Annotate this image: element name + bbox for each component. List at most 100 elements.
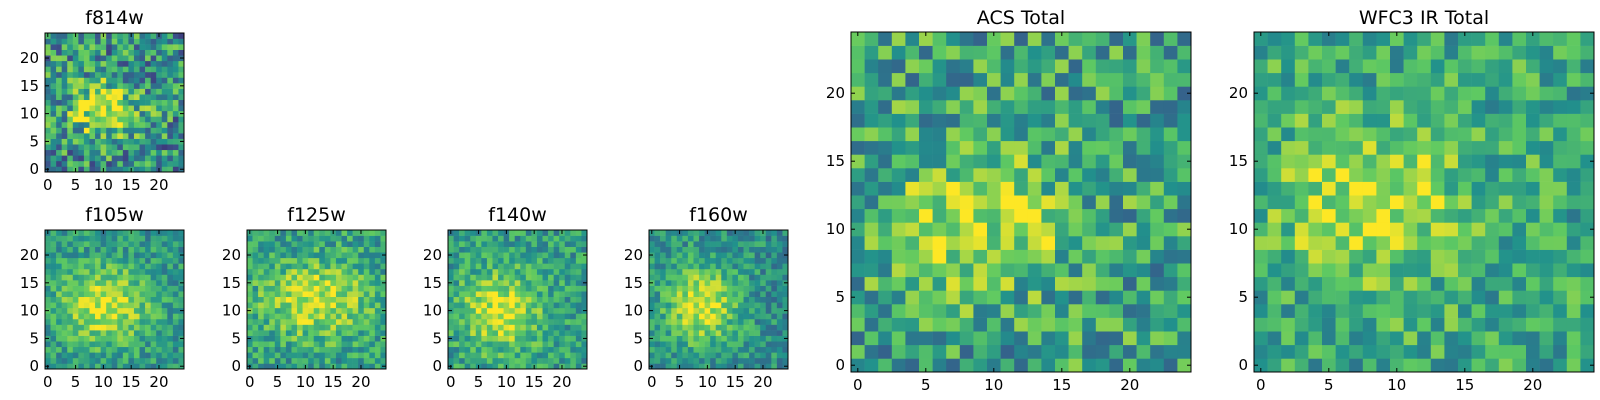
heatmap-cell: [1376, 168, 1391, 182]
heatmap-cell: [1390, 72, 1404, 87]
heatmap-cell: [291, 352, 298, 359]
heatmap-cell: [83, 257, 90, 264]
heatmap-cell: [1000, 358, 1015, 373]
heatmap-cell: [520, 241, 527, 247]
heatmap-cell: [280, 291, 287, 298]
heatmap-cell: [83, 60, 90, 67]
heatmap-cell: [776, 235, 783, 242]
heatmap-cell: [178, 257, 185, 264]
heatmap-cell: [498, 341, 504, 348]
y-tick-label: 5: [835, 288, 845, 306]
heatmap-cell: [715, 235, 722, 242]
heatmap-cell: [1390, 304, 1404, 318]
heatmap-cell: [851, 32, 865, 46]
heatmap-cell: [172, 66, 179, 73]
heatmap-cell: [302, 346, 309, 353]
heatmap-cell: [1322, 113, 1336, 128]
y-tick-label: 5: [29, 329, 39, 347]
heatmap-cell: [1471, 86, 1486, 101]
heatmap-cell: [721, 302, 728, 309]
x-tick-label: 5: [474, 373, 484, 391]
heatmap-cell: [765, 357, 772, 364]
heatmap-cell: [133, 138, 140, 145]
heatmap-cell: [111, 33, 118, 39]
heatmap-cell: [1068, 263, 1083, 278]
heatmap-cell: [139, 241, 146, 247]
heatmap-cell: [699, 318, 705, 325]
heatmap-cell: [1254, 276, 1268, 291]
heatmap-cell: [145, 133, 151, 139]
heatmap-cell: [45, 99, 51, 106]
heatmap-cell: [89, 49, 96, 56]
heatmap-cell: [693, 352, 700, 359]
heatmap-cell: [89, 296, 96, 303]
heatmap-cell: [117, 116, 124, 123]
heatmap-cell: [1390, 276, 1404, 291]
heatmap-cell: [128, 99, 135, 106]
heatmap-cell: [946, 317, 961, 332]
heatmap-cell: [575, 318, 582, 325]
heatmap-cell: [687, 291, 694, 298]
heatmap-cell: [732, 318, 739, 325]
heatmap-cell: [542, 291, 549, 298]
heatmap-cell: [1566, 358, 1581, 373]
heatmap-cell: [128, 121, 135, 128]
heatmap-cell: [676, 318, 683, 325]
heatmap-cell: [161, 274, 168, 281]
heatmap-cell: [1349, 249, 1364, 264]
heatmap-cell: [498, 313, 504, 320]
heatmap-cell: [486, 280, 493, 286]
heatmap-cell: [1362, 86, 1377, 101]
heatmap-cell: [1376, 304, 1391, 318]
heatmap-cell: [514, 291, 521, 298]
heatmap-cell: [67, 144, 74, 151]
heatmap-cell: [699, 263, 705, 270]
heatmap-cell: [133, 99, 140, 106]
heatmap-cell: [89, 335, 96, 342]
heatmap-cell: [459, 313, 465, 320]
heatmap-cell: [1082, 263, 1097, 278]
heatmap-cell: [167, 49, 174, 56]
heatmap-cell: [117, 110, 124, 117]
heatmap-cell: [1498, 32, 1513, 46]
heatmap-cell: [302, 324, 309, 331]
heatmap-cell: [161, 88, 168, 95]
heatmap-cell: [128, 155, 135, 162]
heatmap-cell: [1498, 72, 1513, 87]
heatmap-cell: [776, 241, 783, 247]
heatmap-cell: [693, 307, 700, 314]
heatmap-cell: [83, 335, 90, 342]
heatmap-cell: [754, 268, 761, 275]
heatmap-cell: [1254, 222, 1268, 237]
heatmap-cell: [72, 149, 79, 156]
heatmap-cell: [156, 324, 163, 331]
heatmap-cell: [498, 307, 504, 314]
heatmap-cell: [715, 280, 722, 286]
heatmap-cell: [660, 235, 666, 242]
heatmap-cell: [1403, 72, 1418, 87]
heatmap-cell: [520, 302, 527, 309]
heatmap-cell: [341, 257, 348, 264]
heatmap-cell: [1485, 331, 1500, 346]
heatmap-cell: [687, 263, 694, 270]
heatmap-cell: [324, 341, 331, 348]
heatmap-cell: [470, 235, 477, 242]
heatmap-cell: [548, 246, 554, 253]
heatmap-cell: [891, 72, 906, 87]
heatmap-cell: [156, 318, 163, 325]
heatmap-cell: [1539, 32, 1554, 46]
heatmap-cell: [72, 99, 79, 106]
heatmap-cell: [973, 154, 988, 169]
heatmap-cell: [570, 335, 577, 342]
heatmap-cell: [687, 268, 694, 275]
heatmap-cell: [564, 302, 571, 309]
heatmap-cell: [946, 154, 961, 169]
heatmap-cell: [167, 335, 174, 342]
heatmap-cell: [83, 313, 90, 320]
heatmap-cell: [1553, 59, 1568, 74]
heatmap-cell: [1123, 236, 1137, 250]
heatmap-cell: [671, 363, 678, 370]
heatmap-cell: [1014, 317, 1029, 332]
heatmap-cell: [531, 241, 538, 247]
heatmap-cell: [150, 155, 157, 162]
